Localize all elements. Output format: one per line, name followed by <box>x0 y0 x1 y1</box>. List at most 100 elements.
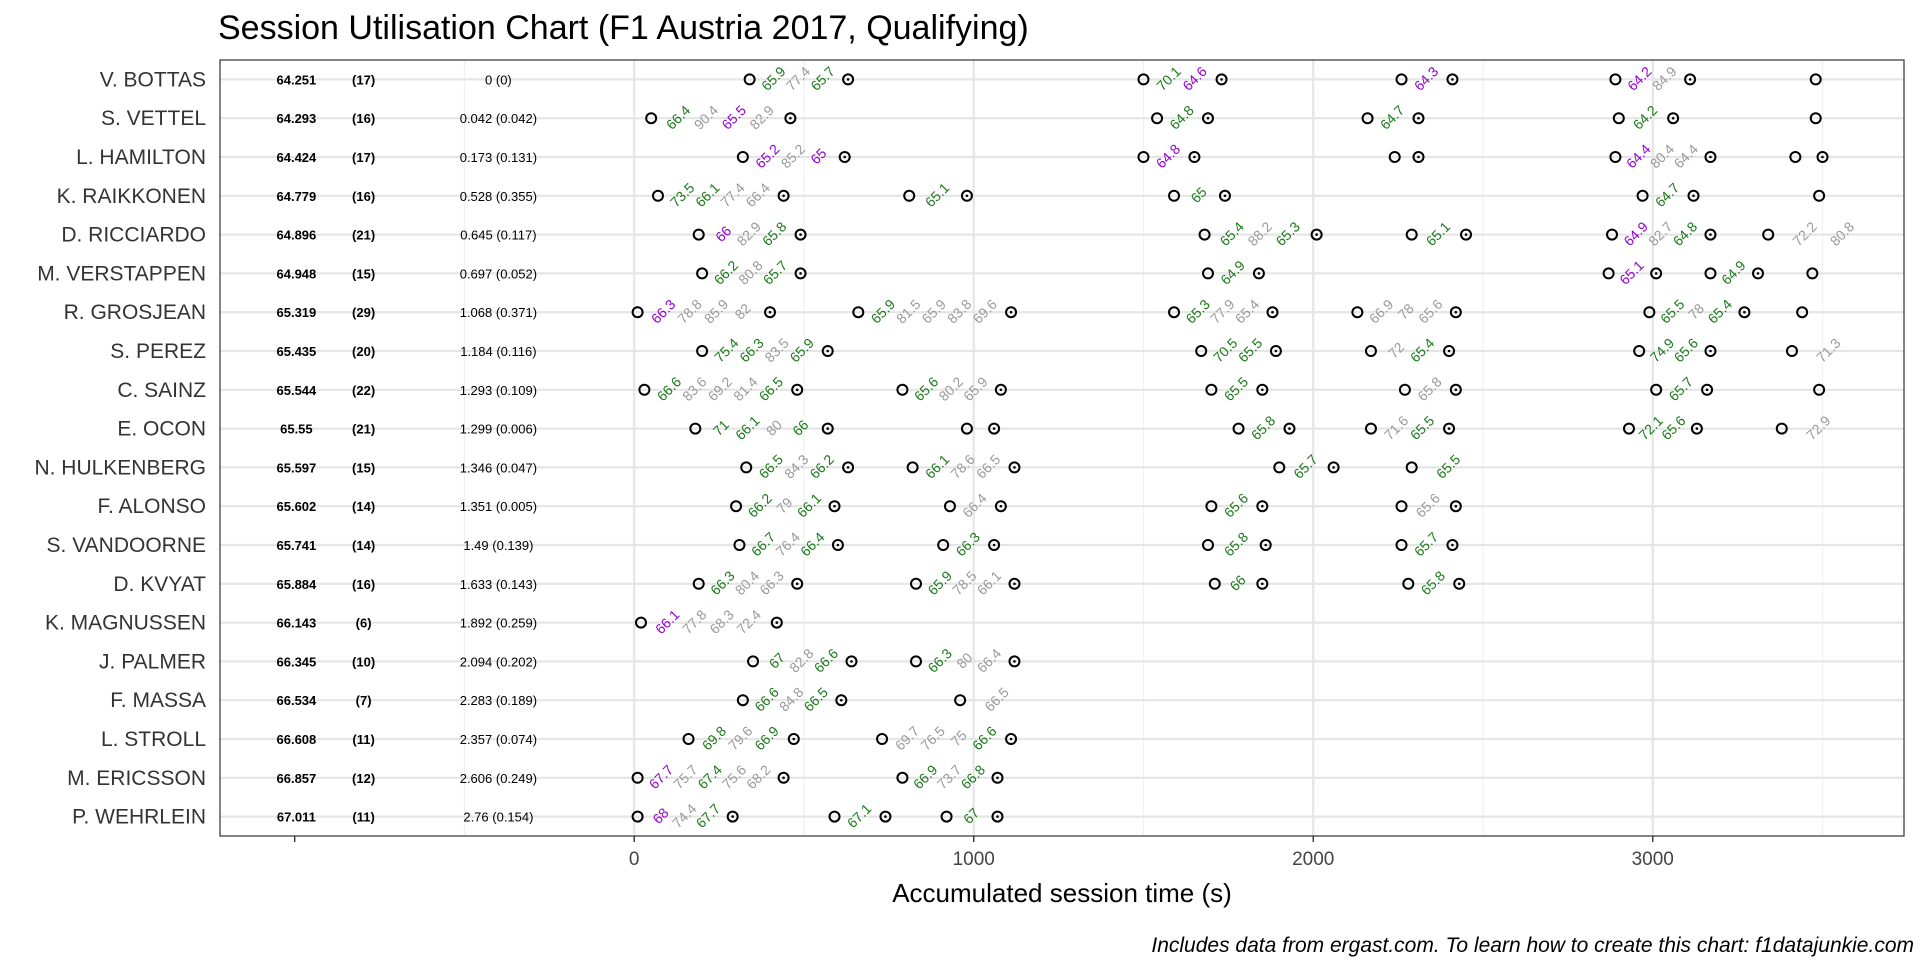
lap-time-label: 64.9 <box>1217 257 1248 288</box>
chart-caption: Includes data from ergast.com. To learn … <box>1151 934 1914 957</box>
plot-area: V. BOTTAS 64.251 (17) 0 (0) 65.977.465.7 70.1… <box>34 63 1857 831</box>
pit-entry-marker <box>794 228 807 241</box>
stint: 75.466.383.565.9 <box>696 335 834 366</box>
pit-entry-dot <box>1013 660 1016 663</box>
lap-count: (14) <box>352 499 375 514</box>
pit-entry-marker <box>1446 73 1459 86</box>
pit-entry-dot <box>731 815 734 818</box>
lap-time-label: 66.2 <box>806 451 837 482</box>
pit-entry-marker <box>1310 228 1323 241</box>
pit-entry-dot <box>846 466 850 469</box>
pit-exit-marker <box>1168 306 1181 319</box>
lap-time-label: 67.1 <box>844 800 875 831</box>
lap-time-label: 66.5 <box>800 684 831 715</box>
best-lap-time: 65.544 <box>277 383 318 398</box>
lap-time-label: 75.7 <box>670 761 701 792</box>
lap-time-label: 65.6 <box>1221 490 1252 521</box>
lap-time-label: 65.7 <box>807 63 838 94</box>
stint: 69.776.5 75 66.6 <box>876 723 1018 753</box>
lap-time-label: 83.6 <box>679 373 710 404</box>
pit-entry-marker <box>1412 112 1425 125</box>
stint: 66.684.866.5 <box>736 684 848 715</box>
pit-exit-marker <box>1395 539 1408 551</box>
gap-to-leader: 1.633 (0.143) <box>460 577 537 592</box>
driver-name: L. HAMILTON <box>76 146 206 169</box>
lap-time-label: 64.2 <box>1624 63 1655 94</box>
pit-entry-marker <box>845 655 858 668</box>
lap-time-label: 66.3 <box>707 567 738 598</box>
lap-time-label: 65.1 <box>1616 257 1647 288</box>
lap-time-label: 83.5 <box>761 335 792 366</box>
pit-entry-dot <box>846 78 850 81</box>
pit-entry-marker <box>1256 383 1269 396</box>
lap-count: (15) <box>352 460 375 475</box>
lap-time-label: 65.4 <box>1407 335 1438 366</box>
driver-name: M. VERSTAPPEN <box>37 262 206 285</box>
pit-entry-marker <box>787 733 800 745</box>
pit-entry-marker <box>1008 461 1021 474</box>
gap-to-leader: 1.49 (0.139) <box>463 538 533 553</box>
pit-entry-marker <box>1412 151 1425 163</box>
pit-entry-dot <box>1688 78 1692 81</box>
gap-to-leader: 1.351 (0.005) <box>460 499 537 514</box>
gap-to-leader: 1.068 (0.371) <box>460 305 537 320</box>
lap-time-label: 64.3 <box>1411 63 1442 94</box>
pit-entry-dot <box>996 776 999 780</box>
lap-time-label: 66.4 <box>974 645 1005 676</box>
lap-time-label: 71.3 <box>1813 335 1844 366</box>
pit-exit-marker <box>1775 422 1788 435</box>
lap-time-label: 67 <box>960 804 982 826</box>
pit-entry-marker <box>1701 383 1714 396</box>
pit-exit-marker <box>943 500 956 513</box>
pit-entry-marker <box>1738 306 1751 319</box>
stint: 65.8 <box>1232 412 1296 443</box>
pit-entry-dot <box>965 194 969 198</box>
pit-entry-marker <box>794 267 807 280</box>
lap-time-label: 65.3 <box>1182 296 1213 327</box>
lap-time-label: 65.9 <box>868 296 899 327</box>
pit-exit-marker <box>1137 73 1150 86</box>
lap-time-label: 66.1 <box>922 451 953 482</box>
pit-exit-marker <box>896 383 909 396</box>
pit-exit-marker <box>682 733 695 745</box>
gap-to-leader: 0.645 (0.117) <box>460 228 536 243</box>
lap-time-label: 65.8 <box>1221 529 1252 560</box>
pit-exit-marker <box>954 694 967 707</box>
pit-exit-marker <box>689 422 702 435</box>
pit-entry-marker <box>1687 189 1700 202</box>
lap-time-label: 78.5 <box>949 567 980 598</box>
best-lap-time: 65.741 <box>277 538 317 553</box>
pit-entry-dot <box>836 543 840 547</box>
pit-entry-marker <box>1449 306 1462 319</box>
stint: 66.3 <box>937 529 1001 559</box>
driver-name: S. VANDOORNE <box>47 534 206 557</box>
lap-time-label: 65.5 <box>1235 335 1266 366</box>
lap-time-label: 73.7 <box>934 761 965 792</box>
lap-count: (21) <box>352 228 375 243</box>
driver-name: F. ALONSO <box>97 495 206 518</box>
pit-entry-marker <box>1201 112 1214 125</box>
lap-time-label: 65.1 <box>1423 218 1454 249</box>
pit-exit-marker <box>645 112 658 125</box>
lap-time-label: 70.1 <box>1153 63 1184 94</box>
best-lap-time: 65.319 <box>277 305 317 320</box>
pit-exit-marker <box>1609 151 1622 163</box>
pit-entry-marker <box>1008 655 1021 668</box>
stint: 67.1 <box>828 800 892 831</box>
pit-exit-marker <box>747 655 760 668</box>
lap-time-label: 64.9 <box>1718 257 1749 288</box>
pit-exit-marker <box>910 577 923 590</box>
stint <box>1789 151 1829 163</box>
lap-time-label: 65 <box>1187 184 1209 206</box>
pit-entry-dot <box>775 621 779 624</box>
stint: 65.5 <box>1205 373 1269 404</box>
chart-title: Session Utilisation Chart (F1 Austria 20… <box>218 9 1029 47</box>
pit-entry-marker <box>960 189 973 202</box>
stint: 65.1 <box>1405 218 1473 249</box>
lap-time-label: 66.9 <box>1366 296 1397 327</box>
lap-time-label: 84.8 <box>776 684 807 715</box>
pit-exit-marker <box>937 539 950 551</box>
pit-entry-marker <box>1443 422 1456 435</box>
pit-entry-dot <box>1193 155 1196 159</box>
lap-time-label: 64.6 <box>1179 63 1210 94</box>
